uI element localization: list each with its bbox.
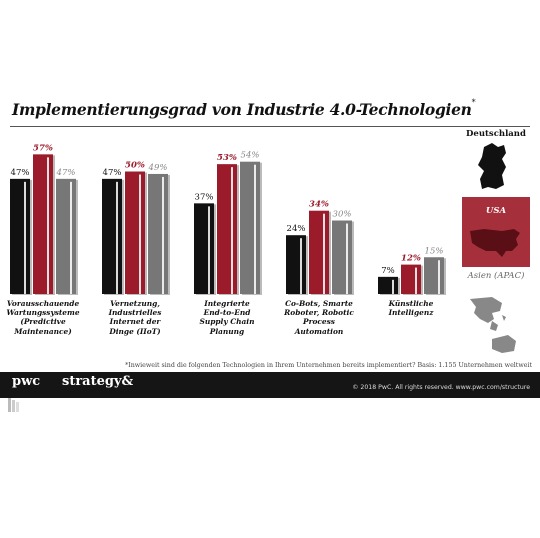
category-label-line: Internet der <box>109 317 161 327</box>
bar-highlight <box>70 181 72 294</box>
category-label-line: Maintenance) <box>14 326 72 336</box>
category-label-line: End-to-End <box>203 308 251 318</box>
asia-map-icon <box>470 297 516 353</box>
value-label-usa-3: 34% <box>309 200 329 210</box>
value-label-usa-1: 50% <box>125 161 145 171</box>
value-label-germany-2: 37% <box>195 192 214 202</box>
bar-germany-4 <box>378 276 398 294</box>
footer-bar <box>0 372 540 398</box>
category-label-4: Künstliche Intelligenz <box>371 299 451 317</box>
legend-label-germany: Deutschland <box>466 129 526 139</box>
bar-highlight <box>116 181 118 294</box>
bar-highlight <box>24 181 26 294</box>
bar-highlight <box>139 174 141 294</box>
title-divider <box>10 126 530 127</box>
bar-highlight <box>323 213 325 294</box>
category-label-line: (Predictive <box>20 317 66 327</box>
value-label-asia-0: 47% <box>56 168 76 178</box>
footnote: *Inwieweit sind die folgenden Technologi… <box>125 362 532 369</box>
legend-label-usa: USA <box>485 206 507 216</box>
value-label-asia-1: 49% <box>148 163 168 173</box>
legend-usa: USA <box>462 197 530 267</box>
value-label-usa-4: 12% <box>401 254 421 264</box>
category-label-line: Supply Chain <box>199 317 255 327</box>
category-label-0: Vorausschauende Wartungssysteme (Predictiv… <box>3 299 83 336</box>
bar-asia-3 <box>332 220 352 294</box>
legend-germany: Deutschland <box>462 127 530 195</box>
category-label-2: Integrierte End-to-End Supply Chain Planung <box>187 299 267 336</box>
legend-asia: Asien (APAC) <box>462 269 530 359</box>
bar-highlight <box>254 164 256 294</box>
page-title: Implementierungsgrad von Industrie 4.0-T… <box>12 98 476 119</box>
category-label-line: Vorausschauende <box>6 299 80 308</box>
bar-highlight <box>208 206 210 294</box>
germany-map-icon <box>478 143 506 189</box>
category-label-1: Vernetzung, Industrielles Internet der Ding… <box>95 299 175 336</box>
category-label-3: Co-Bots, Smarte Roboter, Robotic Process Au… <box>279 299 359 336</box>
category-label-line: Planung <box>209 326 245 336</box>
legend-label-asia: Asien (APAC) <box>462 271 530 281</box>
legend: Deutschland USA Asien (APAC) <box>462 127 530 359</box>
bar-usa-4 <box>401 264 421 294</box>
bar-usa-3 <box>309 210 329 294</box>
category-label-line: Wartungssysteme <box>6 308 80 318</box>
bar-highlight <box>392 279 394 294</box>
value-label-usa-2: 53% <box>217 153 237 163</box>
category-label-line: Industrielles <box>108 308 162 318</box>
pwc-logo: pwc <box>12 374 41 389</box>
category-label-line: Process <box>303 317 335 327</box>
category-label-line: Dinge (IIoT) <box>109 326 161 336</box>
value-label-asia-2: 54% <box>241 151 260 161</box>
bar-asia-0 <box>56 178 76 294</box>
value-label-germany-1: 47% <box>103 168 122 178</box>
value-label-asia-3: 30% <box>333 210 352 220</box>
bar-germany-0 <box>10 178 30 294</box>
bar-asia-2 <box>240 161 260 294</box>
bar-germany-1 <box>102 178 122 294</box>
bar-highlight <box>162 176 164 294</box>
category-label-line: Intelligenz <box>388 308 434 318</box>
bar-usa-2 <box>217 164 237 294</box>
copyright-text: © 2018 PwC. All rights reserved. www.pwc… <box>352 384 530 391</box>
category-label-line: Roboter, Robotic <box>284 308 354 318</box>
legend-label-asia-text: Asien (APAC) <box>467 271 525 281</box>
bar-germany-3 <box>286 235 306 294</box>
category-label-line: Automation <box>294 326 344 336</box>
bar-asia-1 <box>148 173 168 294</box>
value-label-germany-0: 47% <box>11 168 30 178</box>
category-label-line: Co-Bots, Smarte <box>285 299 353 308</box>
bar-highlight <box>300 238 302 294</box>
bar-usa-1 <box>125 171 145 294</box>
category-label-line: Integrierte <box>204 299 250 308</box>
bar-highlight <box>438 260 440 294</box>
bar-highlight <box>346 223 348 294</box>
bar-highlight <box>47 157 49 294</box>
bar-germany-2 <box>194 203 214 294</box>
bar-highlight <box>231 167 233 294</box>
strategy-logo: strategy& <box>62 374 134 389</box>
bar-usa-0 <box>33 154 53 294</box>
bar-asia-4 <box>424 257 444 294</box>
value-label-germany-4: 7% <box>381 266 395 276</box>
category-label-line: Vernetzung, <box>110 299 160 308</box>
bar-highlight <box>415 267 417 294</box>
usa-map-icon <box>470 229 520 257</box>
value-label-asia-4: 15% <box>425 246 444 256</box>
value-label-germany-3: 24% <box>287 224 306 234</box>
value-label-usa-0: 57% <box>33 143 53 153</box>
category-label-line: Künstliche <box>388 299 434 308</box>
pwc-mark-icon <box>8 398 19 412</box>
